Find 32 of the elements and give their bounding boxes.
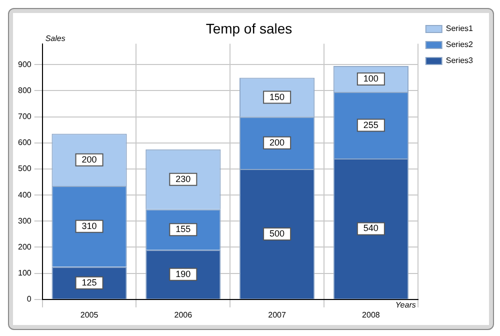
x-tick-label: 2008	[362, 310, 380, 320]
y-tick-label: 800	[18, 86, 32, 95]
y-tick-label: 0	[26, 294, 32, 304]
y-tick-label: 700	[18, 112, 32, 122]
data-label: 500	[270, 228, 285, 238]
x-tick-label: 2007	[268, 310, 286, 320]
x-tick-label: 2005	[80, 310, 99, 320]
y-tick-label: 600	[18, 138, 32, 148]
data-label: 255	[363, 120, 378, 130]
data-label: 190	[176, 268, 191, 279]
data-label: 310	[82, 220, 97, 231]
legend-label: Series1	[446, 24, 474, 34]
x-tick-label: 2006	[174, 310, 193, 320]
x-axis-title: Years	[395, 300, 416, 310]
y-tick-label: 900	[18, 60, 32, 69]
data-label: 150	[270, 92, 285, 102]
chart-title: Temp of sales	[206, 20, 292, 36]
legend-label: Series3	[446, 56, 474, 66]
y-tick-label: 100	[18, 268, 32, 278]
data-label: 155	[176, 224, 191, 234]
data-label: 125	[82, 277, 97, 288]
data-label: 230	[176, 174, 191, 184]
legend-label: Series2	[446, 40, 474, 50]
y-tick-label: 400	[18, 190, 32, 200]
y-tick-label: 500	[18, 164, 32, 174]
data-label: 200	[82, 154, 97, 164]
y-axis-title: Sales	[45, 34, 66, 44]
data-label: 540	[363, 223, 378, 234]
y-tick-label: 300	[18, 216, 32, 226]
y-tick-label: 200	[18, 242, 32, 252]
data-label: 200	[270, 137, 285, 148]
data-label: 100	[363, 73, 378, 84]
